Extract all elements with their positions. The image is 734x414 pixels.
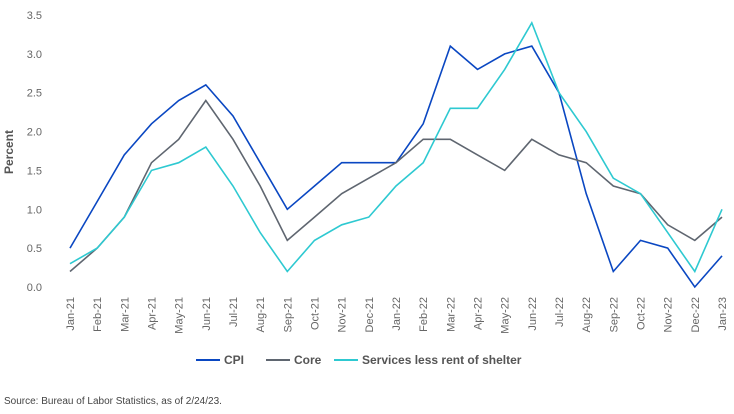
- x-tick-label: Jan-22: [391, 297, 403, 331]
- x-tick-label: Nov-22: [663, 297, 675, 332]
- x-tick-label: Feb-21: [92, 297, 104, 332]
- x-tick-label: Dec-21: [364, 297, 376, 332]
- x-tick-label: Dec-22: [690, 297, 702, 332]
- legend-label: Core: [294, 353, 322, 367]
- x-tick-label: Oct-22: [636, 297, 648, 330]
- legend-label: CPI: [224, 353, 244, 367]
- x-tick-label: Jul-22: [554, 297, 566, 327]
- legend-item: Services less rent of shelter: [334, 353, 522, 367]
- y-axis-label: Percent: [2, 130, 16, 174]
- source-note: Source: Bureau of Labor Statistics, as o…: [4, 396, 222, 407]
- x-tick-label: Sep-21: [282, 297, 294, 332]
- y-tick-label: 1.0: [27, 204, 42, 216]
- x-tick-label: Sep-22: [608, 297, 620, 332]
- x-tick-label: Jan-21: [65, 297, 77, 331]
- x-tick-label: Mar-22: [445, 297, 457, 332]
- legend-item: CPI: [196, 353, 244, 367]
- x-tick-label: Aug-21: [255, 297, 267, 332]
- x-tick-label: Oct-21: [310, 297, 322, 330]
- x-tick-label: Jun-21: [201, 297, 213, 331]
- legend-item: Core: [266, 353, 322, 367]
- y-tick-label: 1.5: [27, 165, 42, 177]
- x-tick-label: Apr-22: [473, 297, 485, 330]
- x-tick-label: Nov-21: [337, 297, 349, 332]
- x-tick-label: Mar-21: [119, 297, 131, 332]
- y-tick-label: 3.0: [27, 49, 42, 61]
- y-tick-label: 2.0: [27, 127, 42, 139]
- x-tick-label: Aug-22: [581, 297, 593, 332]
- y-tick-label: 2.5: [27, 88, 42, 100]
- x-tick-label: Feb-22: [418, 297, 430, 332]
- x-tick-label: Jul-21: [228, 297, 240, 327]
- y-tick-label: 0.0: [27, 282, 42, 294]
- x-tick-label: Apr-21: [147, 297, 159, 330]
- series-line-services-less-rent-of-shelter: [69, 20, 723, 274]
- y-tick-label: 3.5: [27, 10, 42, 22]
- x-tick-label: Jan-23: [717, 297, 729, 331]
- x-tick-label: May-21: [174, 297, 186, 334]
- legend-label: Services less rent of shelter: [362, 353, 522, 367]
- x-tick-label: Jun-22: [527, 297, 539, 331]
- x-tick-label: May-22: [500, 297, 512, 334]
- y-tick-label: 0.5: [27, 243, 42, 255]
